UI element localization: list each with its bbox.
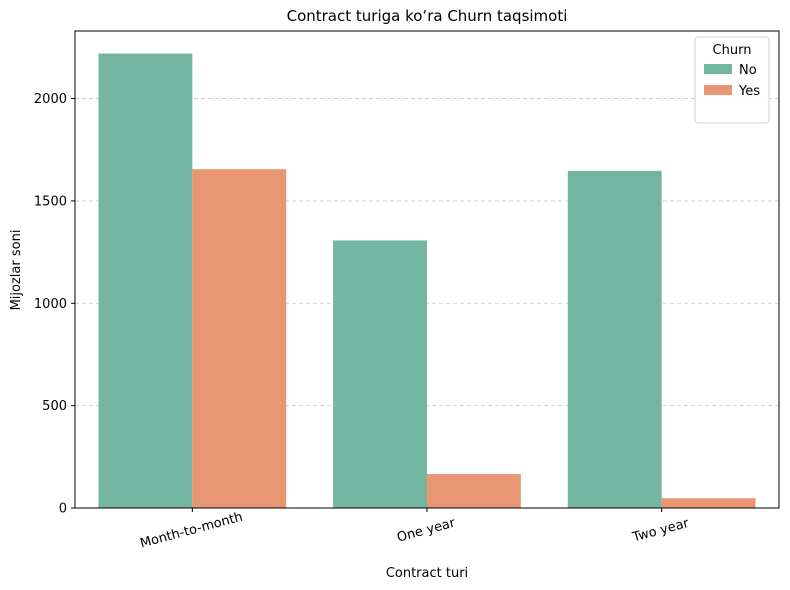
y-tick-label: 500: [42, 399, 67, 414]
bar-yes-2: [661, 498, 756, 508]
legend-swatch-yes: [704, 85, 732, 95]
legend-swatch-no: [704, 64, 732, 74]
x-tick-label: Two year: [630, 516, 691, 546]
bars: [98, 53, 756, 508]
y-axis-label: Mijozlar soni: [9, 230, 24, 311]
y-tick-label: 1000: [34, 297, 67, 312]
chart-title: Contract turiga koʻra Churn taqsimoti: [287, 7, 568, 25]
bar-no-0: [98, 53, 193, 508]
x-axis: Month-to-month One year Two year: [138, 508, 691, 552]
x-axis-label: Contract turi: [386, 566, 468, 581]
legend-box: [694, 36, 770, 124]
bar-yes-0: [192, 169, 287, 508]
legend-label-yes: Yes: [738, 84, 760, 99]
y-tick-label: 1500: [34, 194, 67, 209]
legend-title: Churn: [713, 43, 752, 58]
legend: Churn No Yes: [694, 36, 770, 124]
x-tick-label: Month-to-month: [138, 510, 244, 552]
bar-yes-1: [427, 474, 521, 508]
legend-label-no: No: [739, 63, 757, 78]
y-tick-label: 0: [59, 502, 67, 517]
y-tick-label: 2000: [34, 92, 67, 107]
y-axis: 0 500 1000 1500 2000: [34, 92, 75, 517]
x-tick-label: One year: [395, 515, 457, 545]
bar-no-1: [333, 240, 427, 508]
bar-no-2: [567, 170, 662, 508]
